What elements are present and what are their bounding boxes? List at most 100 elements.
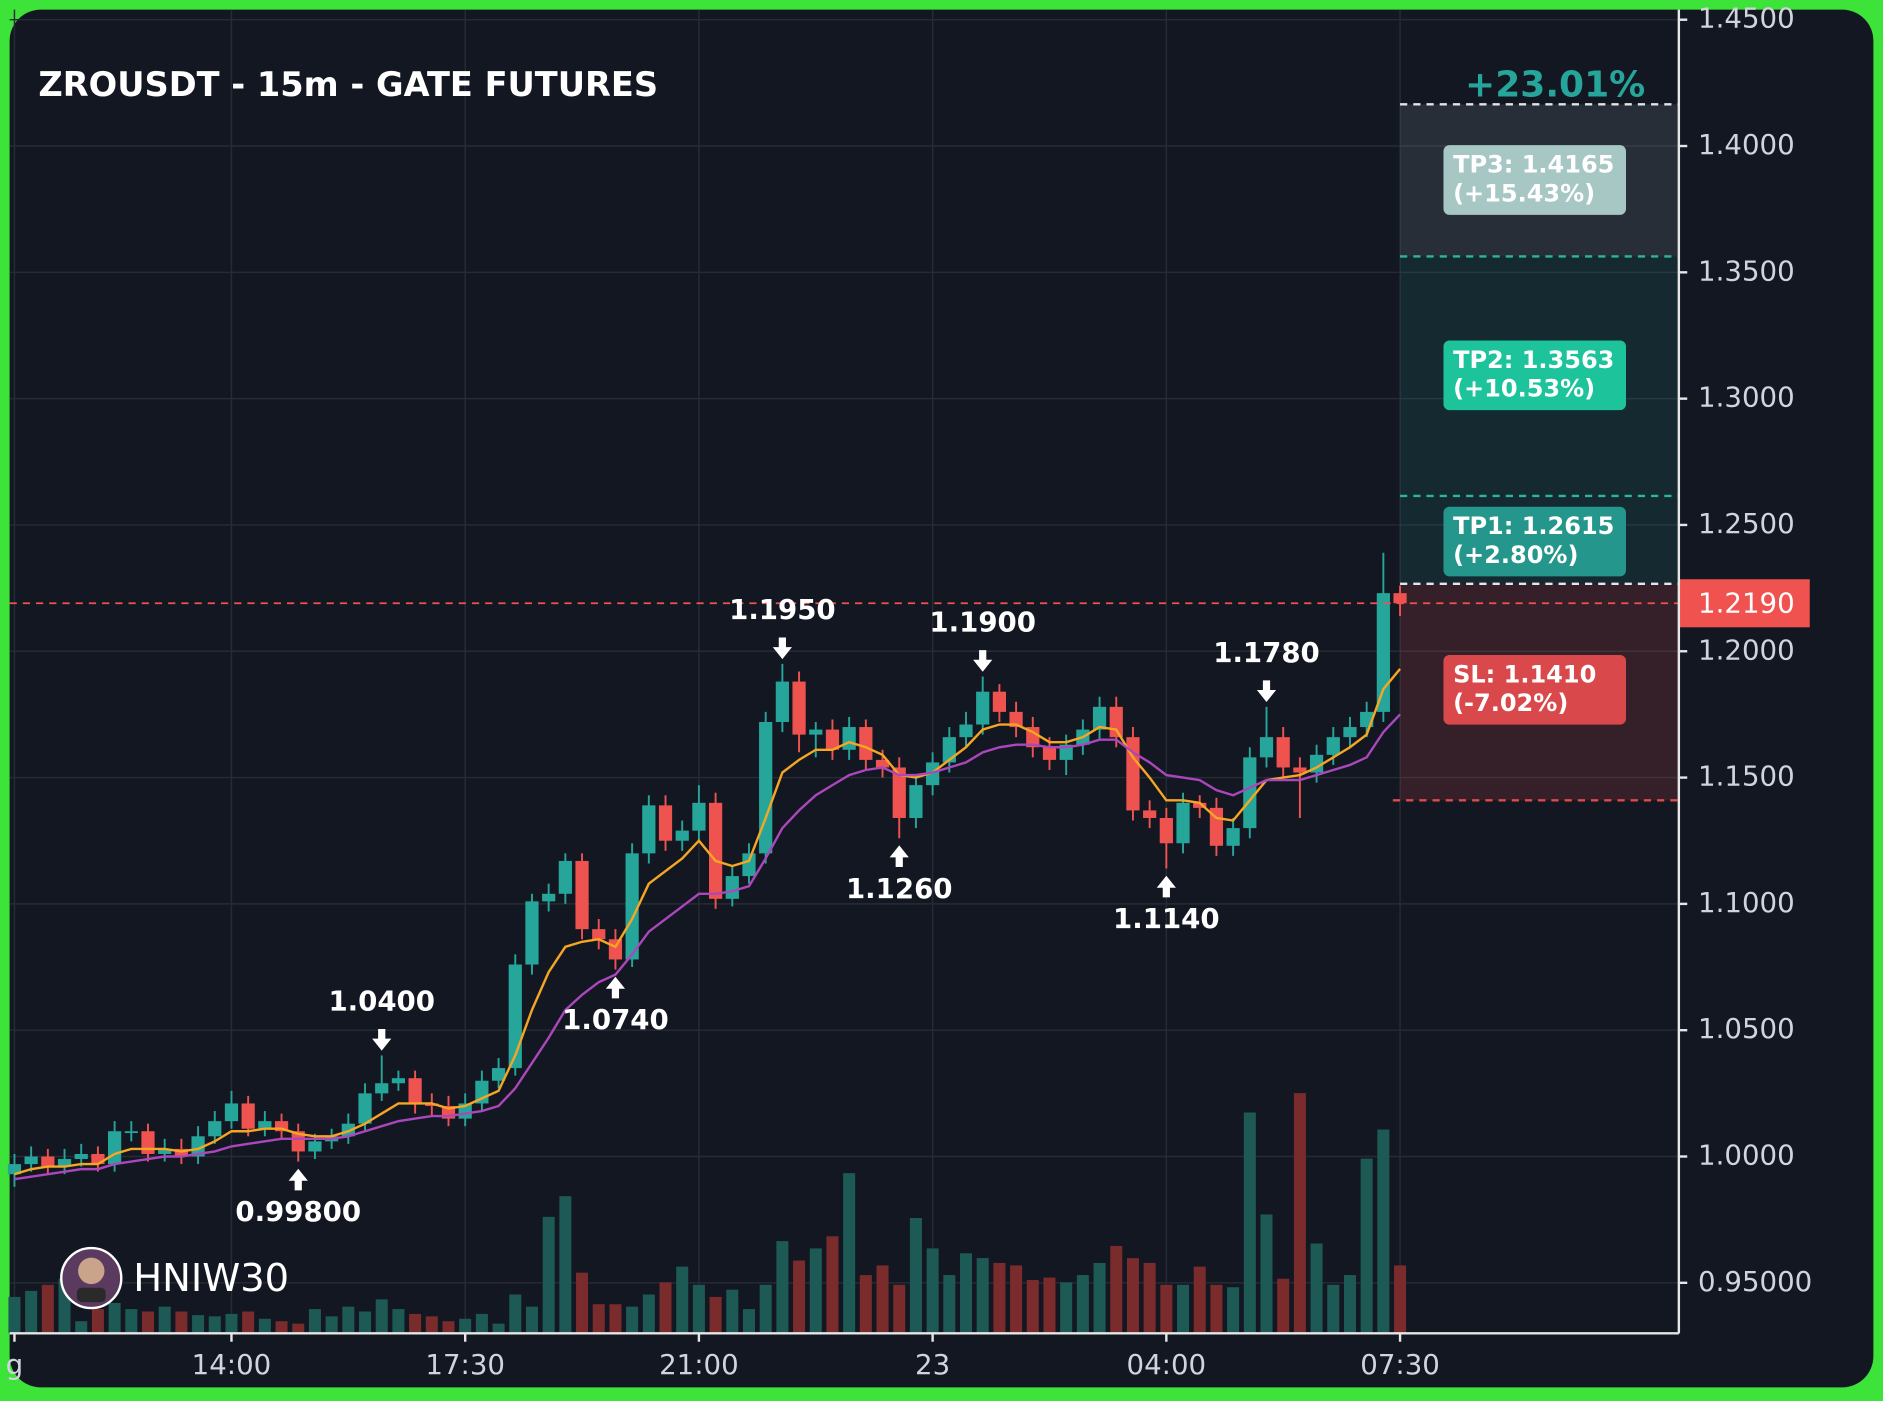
x-tick-label: 17:30 [425,1348,505,1381]
volume-bar [525,1306,538,1334]
volume-bar [342,1306,355,1334]
candle-body [792,681,806,735]
volume-bar [759,1284,772,1334]
candle-body [208,1121,222,1137]
volume-bar [459,1318,472,1334]
y-tick-label: 1.4000 [1698,128,1795,161]
candle-body [308,1141,322,1152]
volume-bar [409,1313,422,1334]
candle-body [1193,802,1207,808]
chart-panel [9,9,1874,1388]
volume-bar [1243,1112,1256,1334]
candle-body [525,901,539,965]
volume-bar [1277,1278,1290,1334]
y-tick-label: 1.1500 [1698,760,1795,793]
volume-bar [392,1309,405,1334]
level-change: (+2.80%) [1453,541,1578,569]
candle-body [1143,810,1157,818]
volume-bar [1310,1243,1323,1334]
pivot-label: 1.1950 [729,593,836,626]
candle-body [508,964,522,1069]
gain-label: +23.01% [1465,64,1645,105]
candle-body [658,805,673,841]
volume-bar [726,1289,739,1334]
candle-body [224,1103,239,1122]
level-box [1443,654,1627,725]
volume-bar [1260,1214,1273,1334]
candle-body [1059,744,1073,760]
volume-bar [576,1272,589,1334]
volume-bar [375,1299,388,1334]
candle-body [174,1148,188,1157]
candle-body [1109,706,1123,738]
y-tick-label: 1.2000 [1698,633,1795,666]
level-label: SL: 1.1410 [1453,660,1596,688]
avatar-face [78,1257,105,1285]
x-tick-label: 07:30 [1360,1348,1440,1381]
candle-body [708,802,723,899]
volume-bar [859,1275,872,1334]
y-tick-label: 1.3500 [1698,254,1795,287]
pivot-arrow [372,1029,392,1051]
candle-body [542,893,556,902]
candle-body [825,729,840,750]
candle-body [1326,737,1340,755]
candle-body [74,1153,88,1160]
volume-bar [542,1216,555,1334]
candle-body [7,1164,22,1175]
candle-body [1393,593,1407,604]
x-tick-label: 23 [915,1348,950,1381]
volume-bar [976,1258,989,1334]
pivot-arrow [772,637,792,660]
level-label: TP2: 1.3563 [1453,346,1614,374]
candle-body [625,853,639,960]
pivot-label: 1.1780 [1213,636,1320,669]
volume-bar [1210,1284,1223,1334]
volume-bar [1043,1277,1056,1334]
level-box [1443,145,1627,215]
volume-bar [692,1284,705,1334]
volume-bar [826,1236,839,1334]
current-price-label: 1.2190 [1698,586,1795,619]
chart-title: ZROUSDT - 15m - GATE FUTURES [38,65,658,104]
volume-bar [893,1284,906,1334]
x-tick-label: 04:00 [1127,1348,1207,1381]
avatar-body [76,1287,106,1303]
volume-bar [1394,1265,1407,1334]
candle-body [274,1121,289,1132]
volume-bar [1160,1284,1173,1334]
volume-bar [909,1218,922,1334]
pivot-arrow [288,1168,308,1191]
y-tick-label: 1.4500 [1698,2,1795,35]
volume-bar [1026,1279,1039,1334]
volume-bar [709,1296,722,1334]
volume-bar [626,1306,639,1334]
candle-body [959,724,973,738]
volume-bar [1377,1129,1390,1334]
candle-body [1343,727,1357,738]
ma-line [14,668,1401,1176]
y-tick-label: 0.95000 [1698,1265,1812,1298]
volume-bar [225,1313,238,1334]
volume-bar [175,1311,188,1334]
volume-bar [242,1311,255,1334]
x-tick-label: 14:00 [192,1348,272,1381]
pivot-label: 1.1260 [846,872,953,905]
candle-body [1026,727,1040,748]
volume-bar [425,1316,438,1334]
volume-bar [1360,1158,1373,1334]
y-tick-label: 1.2500 [1698,507,1795,540]
candle-body [1259,737,1274,758]
volume-bar [208,1316,221,1334]
candle-body [742,853,756,877]
candle-body [1009,711,1023,728]
candle-body [108,1131,122,1165]
volume-bar [91,1309,104,1334]
volume-bar [75,1321,88,1334]
pivot-arrow [605,976,626,999]
volume-bar [742,1309,755,1334]
volume-bar [676,1266,689,1334]
pivot-label: 1.1900 [929,606,1036,639]
volume-bar [559,1196,572,1334]
